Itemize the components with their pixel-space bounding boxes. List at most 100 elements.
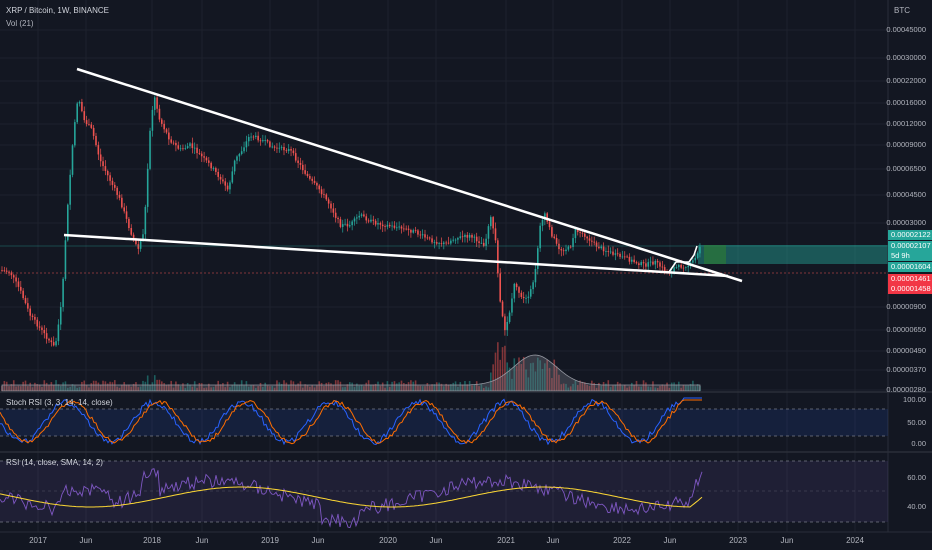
volume-bar <box>5 381 8 391</box>
candle-body <box>602 246 605 252</box>
volume-bar <box>363 386 365 391</box>
volume-bar <box>598 382 600 391</box>
volume-bar <box>55 380 57 391</box>
candle-body <box>318 185 321 190</box>
volume-bar <box>370 384 372 391</box>
volume-bar <box>259 382 262 391</box>
candle-body <box>511 298 513 313</box>
volume-bar <box>344 387 346 391</box>
volume-bar <box>468 380 471 391</box>
candle-body <box>255 135 257 137</box>
candle-body <box>231 171 234 183</box>
volume-bar <box>508 367 511 391</box>
stoch-rsi-label[interactable]: Stoch RSI (3, 3, 14, 14, close) <box>6 398 113 407</box>
candle-body <box>642 262 645 264</box>
candle-body <box>330 203 332 209</box>
candle-body <box>38 326 41 328</box>
candle-body <box>215 168 217 172</box>
rsi-label[interactable]: RSI (14, close, SMA, 14, 2) <box>6 458 103 467</box>
candle-body <box>57 324 60 342</box>
candle-body <box>576 228 579 233</box>
candle-body <box>443 242 445 244</box>
candle-body <box>170 139 172 143</box>
volume-bar <box>97 382 100 391</box>
candle-body <box>165 129 168 133</box>
volume-bar <box>666 382 668 391</box>
candle-body <box>391 225 393 227</box>
volume-bar <box>17 385 20 391</box>
candle-body <box>135 238 137 245</box>
volume-bar <box>381 382 384 391</box>
volume-bar <box>219 384 222 391</box>
time-tick: 2018 <box>143 536 161 545</box>
candle-body <box>379 223 382 225</box>
volume-bar <box>332 384 335 391</box>
upper-trendline[interactable] <box>76 67 743 283</box>
candle-body <box>541 220 544 226</box>
volume-bar <box>358 385 360 391</box>
lower-trendline[interactable] <box>63 233 729 278</box>
candle-body <box>494 228 497 241</box>
currency-label: BTC <box>894 6 910 15</box>
candle-body <box>172 142 175 144</box>
volume-bar <box>67 387 69 391</box>
volume-bar <box>290 380 292 391</box>
candle-body <box>316 182 318 186</box>
volume-bar <box>71 384 74 391</box>
volume-bar <box>297 383 299 391</box>
volume-bar <box>353 387 356 391</box>
volume-bar <box>696 384 699 391</box>
candle-body <box>226 185 229 190</box>
volume-bar <box>475 381 478 391</box>
candle-body <box>81 101 83 112</box>
volume-bar <box>252 384 255 391</box>
time-tick: 2020 <box>379 536 397 545</box>
candle-body <box>673 267 675 272</box>
volume-bar <box>217 380 219 391</box>
candle-body <box>106 170 109 176</box>
candle-body <box>464 234 466 237</box>
volume-bar <box>480 384 483 391</box>
volume-bar <box>27 386 29 391</box>
candle-body <box>52 342 55 346</box>
candle-body <box>191 143 194 149</box>
time-tick: Jun <box>311 536 325 545</box>
volume-indicator-label[interactable]: Vol (21) <box>6 19 34 28</box>
volume-bar <box>3 380 6 391</box>
volume-bar <box>330 383 332 391</box>
candle-body <box>109 175 111 181</box>
volume-bar <box>161 381 163 391</box>
candle-body <box>628 256 631 262</box>
volume-bar <box>238 384 241 391</box>
volume-bar <box>64 381 67 391</box>
volume-bar <box>377 381 379 391</box>
volume-bar <box>640 386 642 391</box>
volume-bar <box>99 384 102 391</box>
candle-body <box>386 224 389 227</box>
volume-bar <box>313 387 316 391</box>
price-tick: 0.00000490 <box>886 346 926 355</box>
price-tick: 0.00000280 <box>886 385 926 394</box>
volume-bar <box>649 387 652 391</box>
candle-body <box>236 156 238 161</box>
volume-bar <box>52 385 55 391</box>
candle-body <box>179 148 182 150</box>
candle-body <box>527 296 530 298</box>
symbol-title[interactable]: XRP / Bitcoin, 1W, BINANCE <box>6 6 109 15</box>
candle-body <box>367 220 370 222</box>
rsi-tick: 40.00 <box>907 502 926 511</box>
volume-bar <box>323 386 325 391</box>
candle-body <box>290 149 292 151</box>
volume-bar <box>656 387 659 391</box>
candle-body <box>374 220 377 225</box>
candle-body <box>102 161 104 167</box>
candle-body <box>616 253 619 255</box>
time-tick: 2023 <box>729 536 747 545</box>
volume-bar <box>518 357 520 391</box>
volume-bar <box>478 386 480 391</box>
countdown-badge: 5d 9h <box>888 251 932 261</box>
volume-bar <box>471 385 473 391</box>
candle-body <box>659 262 661 267</box>
